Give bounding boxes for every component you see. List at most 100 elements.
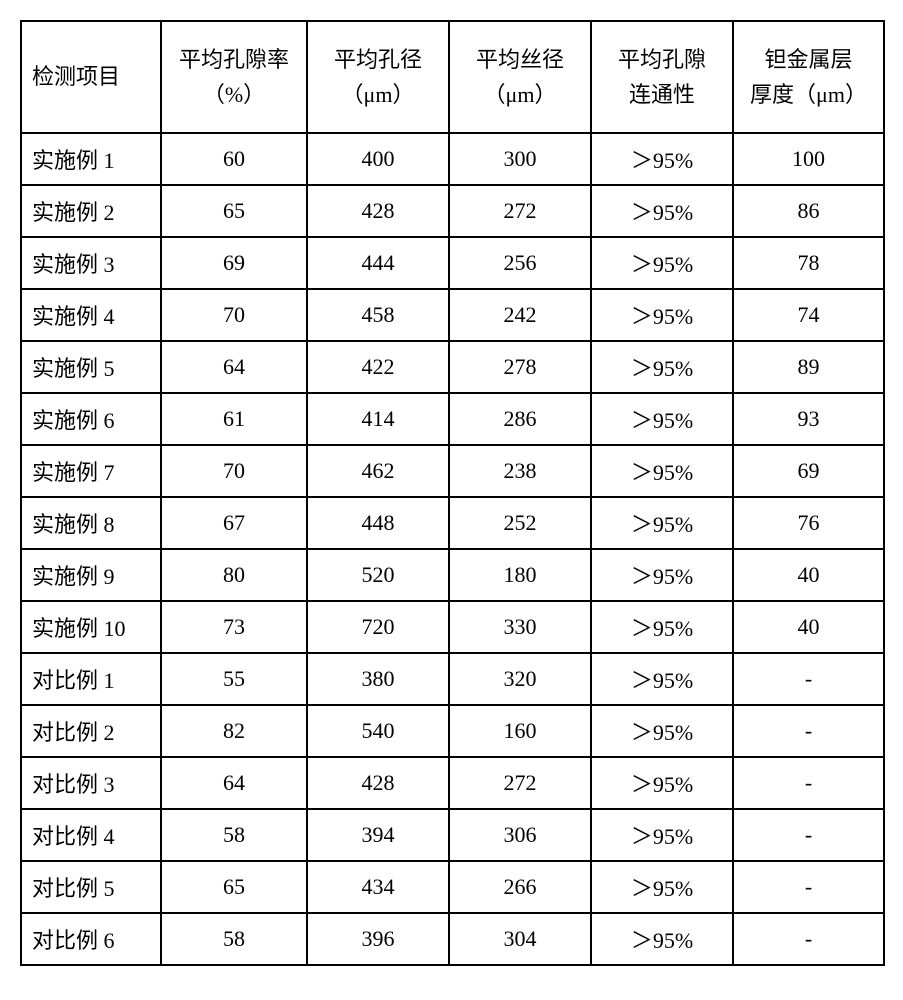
table-row: 对比例 282540160＞95%- xyxy=(21,705,884,757)
table-row: 对比例 565434266＞95%- xyxy=(21,861,884,913)
cell-wire-diameter: 252 xyxy=(449,497,591,549)
cell-pore-diameter: 414 xyxy=(307,393,449,445)
cell-pore-diameter: 400 xyxy=(307,133,449,185)
cell-connectivity: ＞95% xyxy=(591,705,733,757)
cell-porosity: 65 xyxy=(161,185,307,237)
table-row: 实施例 867448252＞95%76 xyxy=(21,497,884,549)
table-row: 实施例 265428272＞95%86 xyxy=(21,185,884,237)
cell-connectivity: ＞95% xyxy=(591,497,733,549)
cell-label: 实施例 4 xyxy=(21,289,161,341)
table-row: 实施例 980520180＞95%40 xyxy=(21,549,884,601)
cell-pore-diameter: 462 xyxy=(307,445,449,497)
cell-label: 实施例 9 xyxy=(21,549,161,601)
cell-connectivity: ＞95% xyxy=(591,289,733,341)
cell-thickness: 40 xyxy=(733,601,884,653)
cell-porosity: 73 xyxy=(161,601,307,653)
cell-wire-diameter: 306 xyxy=(449,809,591,861)
cell-connectivity: ＞95% xyxy=(591,133,733,185)
cell-thickness: 100 xyxy=(733,133,884,185)
cell-connectivity: ＞95% xyxy=(591,393,733,445)
table-row: 实施例 564422278＞95%89 xyxy=(21,341,884,393)
cell-pore-diameter: 540 xyxy=(307,705,449,757)
cell-label: 对比例 1 xyxy=(21,653,161,705)
cell-pore-diameter: 458 xyxy=(307,289,449,341)
cell-label: 实施例 6 xyxy=(21,393,161,445)
cell-label: 实施例 10 xyxy=(21,601,161,653)
cell-thickness: 89 xyxy=(733,341,884,393)
cell-pore-diameter: 720 xyxy=(307,601,449,653)
cell-thickness: 74 xyxy=(733,289,884,341)
cell-wire-diameter: 272 xyxy=(449,185,591,237)
cell-connectivity: ＞95% xyxy=(591,237,733,289)
cell-connectivity: ＞95% xyxy=(591,185,733,237)
cell-wire-diameter: 286 xyxy=(449,393,591,445)
cell-thickness: - xyxy=(733,861,884,913)
header-connectivity: 平均孔隙连通性 xyxy=(591,21,733,133)
cell-pore-diameter: 396 xyxy=(307,913,449,965)
cell-porosity: 69 xyxy=(161,237,307,289)
table-row: 实施例 770462238＞95%69 xyxy=(21,445,884,497)
cell-pore-diameter: 422 xyxy=(307,341,449,393)
data-table: 检测项目 平均孔隙率（%） 平均孔径（μm） 平均丝径（μm） 平均孔隙连通性 … xyxy=(20,20,885,966)
cell-label: 实施例 8 xyxy=(21,497,161,549)
cell-porosity: 65 xyxy=(161,861,307,913)
cell-label: 实施例 5 xyxy=(21,341,161,393)
cell-connectivity: ＞95% xyxy=(591,653,733,705)
cell-connectivity: ＞95% xyxy=(591,861,733,913)
cell-thickness: 86 xyxy=(733,185,884,237)
header-pore-diameter: 平均孔径（μm） xyxy=(307,21,449,133)
cell-wire-diameter: 256 xyxy=(449,237,591,289)
cell-thickness: - xyxy=(733,653,884,705)
cell-porosity: 70 xyxy=(161,289,307,341)
header-porosity: 平均孔隙率（%） xyxy=(161,21,307,133)
table-row: 对比例 458394306＞95%- xyxy=(21,809,884,861)
cell-wire-diameter: 180 xyxy=(449,549,591,601)
cell-pore-diameter: 448 xyxy=(307,497,449,549)
cell-porosity: 80 xyxy=(161,549,307,601)
cell-connectivity: ＞95% xyxy=(591,809,733,861)
cell-label: 对比例 2 xyxy=(21,705,161,757)
table-row: 对比例 658396304＞95%- xyxy=(21,913,884,965)
cell-porosity: 58 xyxy=(161,809,307,861)
cell-connectivity: ＞95% xyxy=(591,445,733,497)
cell-connectivity: ＞95% xyxy=(591,913,733,965)
cell-porosity: 70 xyxy=(161,445,307,497)
cell-wire-diameter: 304 xyxy=(449,913,591,965)
cell-pore-diameter: 394 xyxy=(307,809,449,861)
cell-thickness: 93 xyxy=(733,393,884,445)
cell-connectivity: ＞95% xyxy=(591,341,733,393)
cell-porosity: 58 xyxy=(161,913,307,965)
cell-label: 对比例 6 xyxy=(21,913,161,965)
cell-thickness: 78 xyxy=(733,237,884,289)
cell-pore-diameter: 444 xyxy=(307,237,449,289)
cell-wire-diameter: 330 xyxy=(449,601,591,653)
cell-label: 实施例 1 xyxy=(21,133,161,185)
cell-porosity: 82 xyxy=(161,705,307,757)
table-header: 检测项目 平均孔隙率（%） 平均孔径（μm） 平均丝径（μm） 平均孔隙连通性 … xyxy=(21,21,884,133)
cell-label: 对比例 4 xyxy=(21,809,161,861)
cell-pore-diameter: 428 xyxy=(307,185,449,237)
table-row: 实施例 369444256＞95%78 xyxy=(21,237,884,289)
table-row: 对比例 155380320＞95%- xyxy=(21,653,884,705)
header-row: 检测项目 平均孔隙率（%） 平均孔径（μm） 平均丝径（μm） 平均孔隙连通性 … xyxy=(21,21,884,133)
cell-pore-diameter: 428 xyxy=(307,757,449,809)
cell-thickness: 76 xyxy=(733,497,884,549)
cell-thickness: - xyxy=(733,705,884,757)
cell-pore-diameter: 434 xyxy=(307,861,449,913)
cell-porosity: 61 xyxy=(161,393,307,445)
cell-wire-diameter: 266 xyxy=(449,861,591,913)
cell-porosity: 55 xyxy=(161,653,307,705)
cell-porosity: 60 xyxy=(161,133,307,185)
cell-label: 实施例 2 xyxy=(21,185,161,237)
cell-thickness: - xyxy=(733,757,884,809)
cell-porosity: 67 xyxy=(161,497,307,549)
table-row: 实施例 1073720330＞95%40 xyxy=(21,601,884,653)
cell-wire-diameter: 238 xyxy=(449,445,591,497)
table-row: 实施例 661414286＞95%93 xyxy=(21,393,884,445)
table-row: 实施例 160400300＞95%100 xyxy=(21,133,884,185)
table-row: 实施例 470458242＞95%74 xyxy=(21,289,884,341)
cell-porosity: 64 xyxy=(161,341,307,393)
cell-wire-diameter: 242 xyxy=(449,289,591,341)
header-thickness: 钽金属层厚度（μm） xyxy=(733,21,884,133)
cell-wire-diameter: 320 xyxy=(449,653,591,705)
